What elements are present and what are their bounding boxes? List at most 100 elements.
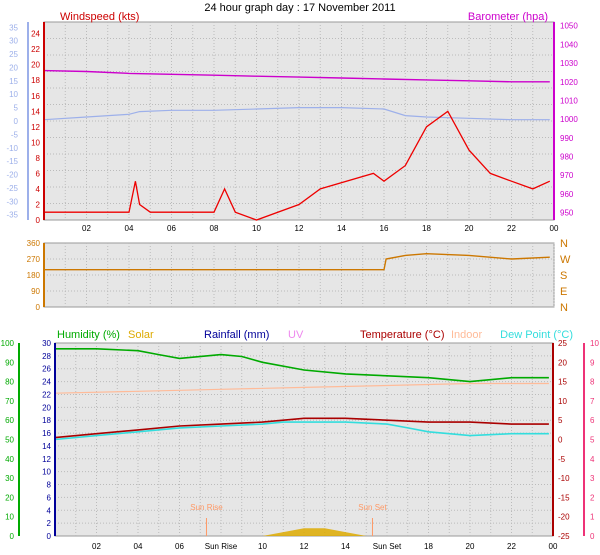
temperature-c-tick-label: 5 — [558, 416, 563, 425]
uv-tick-label: 0 — [590, 532, 595, 541]
uv-tick-label: 6 — [590, 416, 595, 425]
temperature-c-tick-label: 10 — [558, 397, 567, 406]
rainfall-tick-label: 4 — [47, 506, 52, 515]
indoor-axis-label: Indoor — [451, 329, 483, 341]
rainfall-tick-label: 20 — [42, 403, 51, 412]
rainfall-axis-label: Rainfall (mm) — [204, 329, 269, 341]
windspeed-tick-label: 12 — [31, 123, 40, 132]
solar-area — [262, 528, 367, 536]
temperature-tick-label: -25 — [6, 184, 18, 193]
rainfall-tick-label: 30 — [42, 339, 51, 348]
uv-tick-label: 8 — [590, 378, 595, 387]
temperature-axis-label: Temperature (°C) — [360, 329, 444, 341]
uv-tick-label: 9 — [590, 358, 595, 367]
humidity-tick-label: 90 — [5, 358, 14, 367]
barometer-tick-label: 1010 — [560, 96, 578, 105]
compass-tick-label: S — [560, 270, 567, 282]
windspeed-tick-label: 22 — [31, 45, 40, 54]
wind-direction-line — [44, 252, 550, 271]
windspeed-tick-label: 14 — [31, 107, 40, 116]
temperature-tick-label: 30 — [9, 37, 18, 46]
wind-baro-axes: 024681012141618202224-35-30-25-20-15-10-… — [6, 22, 578, 233]
temperature-c-tick-label: -25 — [558, 532, 570, 541]
rainfall-tick-label: 12 — [42, 455, 51, 464]
temperature-tick-label: -35 — [6, 211, 18, 220]
wind-baro-panel: Windspeed (kts) Barometer (hpa) 02468101… — [6, 11, 578, 233]
humidity-tick-label: 40 — [5, 455, 14, 464]
barometer-axis-label: Barometer (hpa) — [468, 11, 548, 23]
x-tick-label: 04 — [125, 224, 134, 233]
x-tick-label: 22 — [507, 224, 516, 233]
humidity-tick-label: 80 — [5, 378, 14, 387]
temperature-line — [43, 106, 550, 121]
wind-direction-tick-label: 0 — [36, 303, 41, 312]
windspeed-tick-label: 4 — [36, 185, 41, 194]
barometer-tick-label: 980 — [560, 152, 574, 161]
graph-title: 24 hour graph day : 17 November 2011 — [204, 2, 395, 14]
barometer-tick-label: 950 — [560, 209, 574, 218]
compass-tick-label: N — [560, 302, 568, 314]
x-tick-label: Sun Rise — [205, 542, 238, 551]
humidity-temp-axes: 0102030405060708090100024681012141618202… — [1, 339, 600, 551]
x-tick-label: 10 — [258, 542, 267, 551]
barometer-tick-label: 1040 — [560, 40, 578, 49]
uv-tick-label: 5 — [590, 436, 595, 445]
x-tick-label: 00 — [549, 542, 558, 551]
windspeed-tick-label: 8 — [36, 154, 41, 163]
rainfall-tick-label: 10 — [42, 468, 51, 477]
x-tick-label: 02 — [82, 224, 91, 233]
humidity-line — [55, 347, 549, 383]
temperature-c-tick-label: 0 — [558, 436, 563, 445]
compass-tick-label: W — [560, 254, 571, 266]
barometer-tick-label: 1020 — [560, 78, 578, 87]
windspeed-axis-label: Windspeed (kts) — [60, 11, 139, 23]
rainfall-tick-label: 18 — [42, 416, 51, 425]
temperature-tick-label: 20 — [9, 63, 18, 72]
temperature-tick-label: -20 — [6, 171, 18, 180]
x-tick-label: 20 — [466, 542, 475, 551]
x-tick-label: 22 — [507, 542, 516, 551]
rainfall-tick-label: 24 — [42, 378, 51, 387]
humidity-tick-label: 60 — [5, 416, 14, 425]
wind-direction-tick-label: 90 — [31, 287, 40, 296]
wind-direction-tick-label: 270 — [27, 255, 41, 264]
temperature-tick-label: 15 — [9, 77, 18, 86]
rainfall-tick-label: 8 — [47, 481, 52, 490]
x-tick-label: 12 — [300, 542, 309, 551]
humidity-tick-label: 30 — [5, 474, 14, 483]
temperature-tick-label: -15 — [6, 157, 18, 166]
temperature-tick-label: 0 — [14, 117, 19, 126]
temperature-c-tick-label: 20 — [558, 358, 567, 367]
humidity-tick-label: 20 — [5, 493, 14, 502]
wind-direction-grid — [44, 243, 555, 307]
humidity-tick-label: 0 — [10, 532, 15, 541]
x-tick-label: Sun Set — [373, 542, 402, 551]
x-tick-label: 20 — [465, 224, 474, 233]
wind-direction-series — [44, 252, 550, 271]
windspeed-tick-label: 0 — [36, 216, 41, 225]
uv-tick-label: 3 — [590, 474, 595, 483]
x-tick-label: 06 — [167, 224, 176, 233]
humidity-tick-label: 50 — [5, 436, 14, 445]
windspeed-tick-label: 16 — [31, 92, 40, 101]
x-tick-label: 14 — [337, 224, 346, 233]
humidity-temp-series — [54, 347, 549, 536]
barometer-tick-label: 1050 — [560, 22, 578, 31]
temperature-tick-label: 25 — [9, 50, 18, 59]
windspeed-tick-label: 10 — [31, 138, 40, 147]
temperature-tick-label: 10 — [9, 90, 18, 99]
rainfall-tick-label: 2 — [47, 519, 52, 528]
rainfall-tick-label: 22 — [42, 390, 51, 399]
x-tick-label: 16 — [380, 224, 389, 233]
wind-baro-grid — [44, 22, 555, 220]
x-tick-label: 10 — [252, 224, 261, 233]
temperature-tick-label: -5 — [11, 130, 19, 139]
temperature-tick-label: 35 — [9, 23, 18, 32]
temperature-c-tick-label: -20 — [558, 513, 570, 522]
temperature-c-tick-label: -5 — [558, 455, 566, 464]
sun-marker-label: Sun Set — [358, 503, 387, 512]
uv-tick-label: 1 — [590, 513, 595, 522]
temperature-tick-label: 5 — [14, 104, 19, 113]
